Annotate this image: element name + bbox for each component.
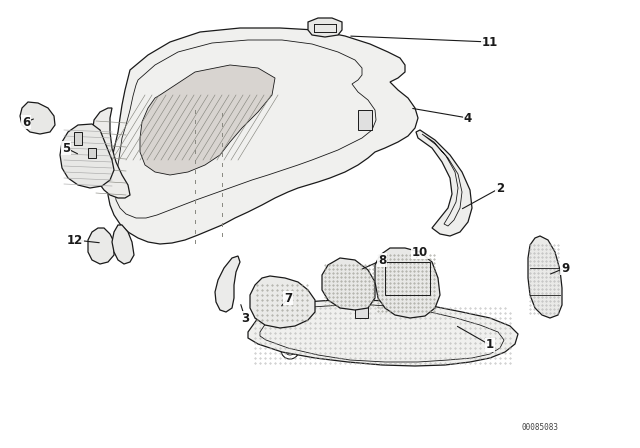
Text: 9: 9	[561, 262, 569, 275]
Polygon shape	[108, 28, 418, 244]
Text: 5: 5	[62, 142, 70, 155]
Text: 10: 10	[412, 246, 428, 258]
Text: 6: 6	[22, 116, 30, 129]
Polygon shape	[322, 258, 375, 310]
Polygon shape	[528, 236, 562, 318]
Polygon shape	[20, 102, 55, 134]
Polygon shape	[375, 248, 440, 318]
Polygon shape	[358, 110, 372, 130]
Polygon shape	[355, 306, 368, 318]
Text: 11: 11	[482, 35, 498, 48]
Text: 3: 3	[241, 311, 249, 324]
Polygon shape	[416, 130, 472, 236]
Polygon shape	[250, 276, 315, 328]
Text: 4: 4	[464, 112, 472, 125]
Polygon shape	[74, 132, 82, 145]
Polygon shape	[140, 65, 275, 175]
Polygon shape	[60, 124, 114, 188]
Polygon shape	[248, 300, 518, 366]
Text: 7: 7	[284, 292, 292, 305]
Text: 12: 12	[67, 233, 83, 246]
Polygon shape	[308, 18, 342, 37]
Text: 8: 8	[378, 254, 386, 267]
Polygon shape	[88, 228, 114, 264]
Text: 1: 1	[486, 339, 494, 352]
Text: 00085083: 00085083	[522, 423, 559, 432]
Polygon shape	[215, 256, 240, 312]
Text: 2: 2	[496, 181, 504, 194]
Polygon shape	[92, 108, 130, 198]
Polygon shape	[88, 148, 96, 158]
Polygon shape	[112, 225, 134, 264]
